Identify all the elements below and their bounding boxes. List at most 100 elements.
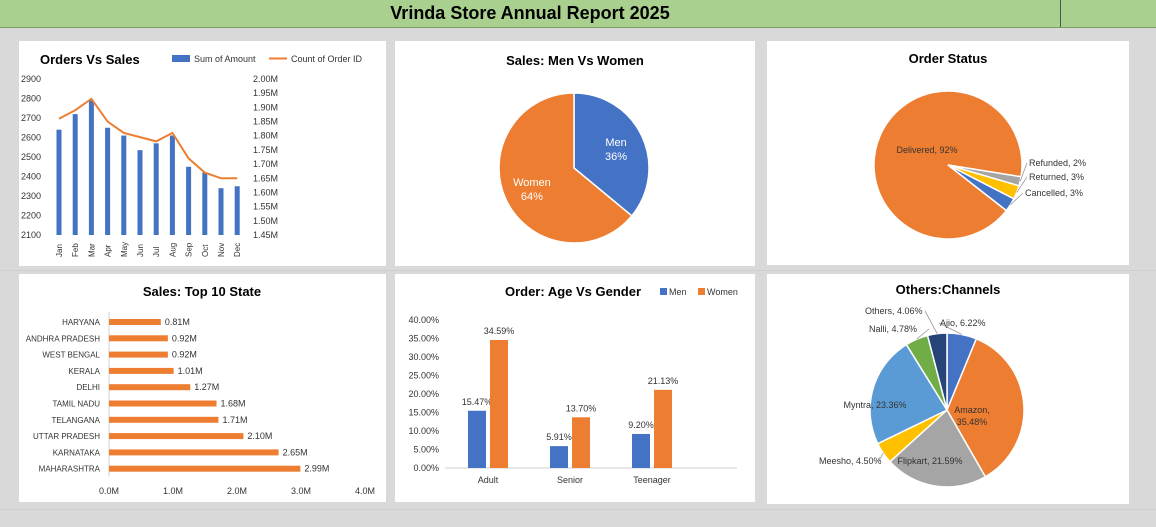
age-vs-gender-chart: Order: Age Vs Gender Men Women 40.00% 35.… bbox=[408, 284, 737, 485]
legend-label: Men bbox=[669, 287, 687, 297]
data-label: 9.20% bbox=[628, 420, 654, 430]
y-tick-label: 20.00% bbox=[408, 389, 439, 399]
y2-tick-label: 1.95M bbox=[253, 88, 278, 98]
y2-tick-label: 1.60M bbox=[253, 187, 278, 197]
bar bbox=[109, 416, 219, 423]
slice-label: Nalli, 4.78% bbox=[869, 324, 917, 334]
data-label: 1.01M bbox=[178, 366, 203, 376]
y2-tick-label: 1.90M bbox=[253, 102, 278, 112]
report-title-cell[interactable]: Vrinda Store Annual Report 2025 bbox=[0, 0, 1061, 27]
bar bbox=[109, 367, 174, 374]
data-label: 2.10M bbox=[247, 431, 272, 441]
y-tick-label: 5.00% bbox=[413, 445, 439, 455]
pie-slice bbox=[888, 408, 987, 488]
slice-label: Myntra, 23.36% bbox=[843, 400, 906, 410]
data-label: 21.13% bbox=[648, 376, 679, 386]
slice-value: 36% bbox=[605, 151, 627, 163]
data-label: 5.91% bbox=[546, 432, 572, 442]
slice-label: Delivered, 92% bbox=[896, 145, 957, 155]
order-status-panel[interactable]: Order Status Delivered, 92% Refunded, 2% R… bbox=[767, 41, 1129, 265]
x-tick-label: 4.0M bbox=[355, 486, 375, 496]
bar bbox=[56, 129, 62, 235]
top-states-panel[interactable]: Sales: Top 10 State HARYANA 0.81M ANDHRA P… bbox=[19, 274, 386, 502]
x-tick-label: Teenager bbox=[633, 475, 671, 485]
leader-line bbox=[1019, 162, 1028, 182]
x-tick-label: Senior bbox=[557, 475, 583, 485]
x-tick-label: Apr bbox=[104, 244, 113, 257]
age-vs-gender-panel[interactable]: Order: Age Vs Gender Men Women 40.00% 35.… bbox=[395, 274, 755, 502]
data-label: 0.92M bbox=[172, 333, 197, 343]
leader-line bbox=[1016, 176, 1028, 193]
y-tick-label: 2700 bbox=[21, 113, 41, 123]
data-label: 0.92M bbox=[172, 350, 197, 360]
bar bbox=[632, 433, 650, 468]
sheet-gridline bbox=[0, 509, 1156, 510]
leader-line bbox=[916, 328, 930, 340]
y2-tick-label: 1.70M bbox=[253, 159, 278, 169]
channels-panel[interactable]: Others:Channels Ajio, 6.22% Amazon, 35.48%… bbox=[767, 274, 1129, 504]
bar bbox=[153, 143, 159, 235]
data-label: 1.27M bbox=[194, 382, 219, 392]
bar bbox=[109, 400, 217, 407]
report-title: Vrinda Store Annual Report 2025 bbox=[390, 3, 670, 23]
orders-vs-sales-chart: Orders Vs Sales Sum of Amount Count of O… bbox=[21, 52, 363, 257]
x-tick-label: Dec bbox=[233, 243, 242, 257]
bar bbox=[109, 319, 161, 325]
chart-title: Others:Channels bbox=[896, 282, 1001, 297]
slice-label: Meesho, 4.50% bbox=[819, 456, 882, 466]
bar bbox=[468, 410, 486, 468]
bar bbox=[490, 340, 508, 468]
x-tick-label: Oct bbox=[201, 244, 210, 257]
y-tick-label: 40.00% bbox=[408, 315, 439, 325]
category-label: MAHARASHTRA bbox=[39, 465, 101, 474]
x-tick-label: Adult bbox=[478, 475, 499, 485]
men-vs-women-panel[interactable]: Sales: Men Vs Women Men 36% Women 64% bbox=[395, 41, 755, 266]
y-tick-label: 2300 bbox=[21, 191, 41, 201]
bar bbox=[109, 335, 168, 342]
x-tick-label: 0.0M bbox=[99, 486, 119, 496]
chart-title: Orders Vs Sales bbox=[40, 52, 140, 67]
chart-title: Sales: Top 10 State bbox=[143, 284, 261, 299]
report-title-bar: Vrinda Store Annual Report 2025 bbox=[0, 0, 1156, 28]
slice-label: Flipkart, 21.59% bbox=[897, 456, 962, 466]
legend-label: Sum of Amount bbox=[194, 54, 256, 64]
x-tick-label: Aug bbox=[168, 243, 177, 257]
slice-label: Men bbox=[605, 137, 626, 149]
bar bbox=[109, 384, 191, 391]
x-tick-label: May bbox=[120, 242, 129, 257]
x-tick-label: Jul bbox=[152, 247, 161, 257]
category-label: KERALA bbox=[68, 367, 100, 376]
x-tick-label: Feb bbox=[71, 243, 80, 257]
data-label: 2.99M bbox=[304, 464, 329, 474]
channels-chart: Others:Channels Ajio, 6.22% Amazon, 35.48%… bbox=[819, 282, 1025, 488]
slice-label: Amazon, bbox=[954, 405, 990, 415]
y-tick-label: 2200 bbox=[21, 211, 41, 221]
y-tick-label: 10.00% bbox=[408, 426, 439, 436]
x-tick-label: 1.0M bbox=[163, 486, 183, 496]
bar bbox=[186, 166, 192, 235]
data-label: 13.70% bbox=[566, 403, 597, 413]
pie-slice bbox=[926, 332, 948, 411]
orders-vs-sales-panel[interactable]: Orders Vs Sales Sum of Amount Count of O… bbox=[19, 41, 386, 266]
category-label: HARYANA bbox=[62, 318, 101, 327]
y-tick-label: 2500 bbox=[21, 152, 41, 162]
category-label: KARNATAKA bbox=[53, 448, 101, 457]
data-label: 1.68M bbox=[221, 399, 246, 409]
y2-tick-label: 1.65M bbox=[253, 173, 278, 183]
y-tick-label: 2600 bbox=[21, 133, 41, 143]
slice-label: Others, 4.06% bbox=[865, 306, 923, 316]
y-tick-label: 0.00% bbox=[413, 463, 439, 473]
bar bbox=[121, 135, 127, 235]
bar bbox=[105, 127, 111, 235]
legend-swatch-men bbox=[660, 288, 667, 295]
legend-swatch-women bbox=[698, 288, 705, 295]
chart-title: Sales: Men Vs Women bbox=[506, 53, 644, 68]
y-tick-label: 30.00% bbox=[408, 352, 439, 362]
bar bbox=[234, 186, 240, 235]
slice-label: Women bbox=[513, 177, 551, 189]
y-tick-label: 2800 bbox=[21, 94, 41, 104]
data-label: 1.71M bbox=[222, 415, 247, 425]
category-label: WEST BENGAL bbox=[42, 351, 100, 360]
category-label: DELHI bbox=[76, 383, 100, 392]
x-tick-label: Nov bbox=[217, 243, 226, 257]
